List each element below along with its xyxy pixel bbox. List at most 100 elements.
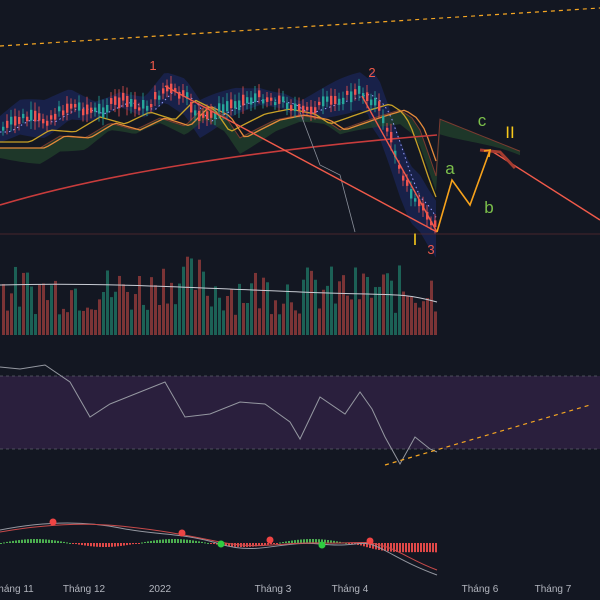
volume-bar xyxy=(334,303,337,335)
macd-histogram xyxy=(177,539,179,543)
macd-histogram xyxy=(366,543,368,548)
cloud-span-a xyxy=(0,106,521,177)
macd-histogram xyxy=(312,539,314,543)
macd-histogram xyxy=(168,539,170,543)
volume-bar xyxy=(146,309,149,335)
volume-bar xyxy=(282,303,285,335)
macd-histogram xyxy=(300,539,302,543)
candle xyxy=(122,92,125,101)
ma-200 xyxy=(0,134,438,206)
macd-histogram xyxy=(318,539,320,543)
candle xyxy=(254,93,257,103)
x-tick-label: 2022 xyxy=(149,584,172,595)
candle xyxy=(174,88,177,92)
macd-histogram xyxy=(336,541,338,543)
macd-histogram xyxy=(270,543,272,545)
macd-histogram xyxy=(120,543,122,546)
volume-bar xyxy=(314,279,317,335)
volume-bar xyxy=(70,290,73,335)
candle xyxy=(338,98,341,105)
macd-signal xyxy=(0,523,438,571)
macd-histogram xyxy=(195,540,197,543)
macd-histogram xyxy=(111,543,113,547)
volume-panel xyxy=(0,256,438,335)
macd-histogram xyxy=(408,543,410,553)
volume-bar xyxy=(10,293,13,335)
candle xyxy=(262,99,265,104)
macd-histogram xyxy=(402,543,404,553)
volume-bar xyxy=(194,289,197,335)
macd-histogram xyxy=(423,543,425,553)
volume-bar xyxy=(326,285,329,335)
candle xyxy=(346,90,349,95)
candle xyxy=(366,92,369,102)
macd-histogram xyxy=(213,543,215,545)
macd-histogram xyxy=(201,541,203,543)
price-panel xyxy=(0,7,600,258)
candle xyxy=(6,120,9,128)
volume-bar xyxy=(426,298,429,335)
macd-histogram xyxy=(276,543,278,544)
macd-histogram xyxy=(414,543,416,553)
wave-label-a: a xyxy=(445,159,455,178)
candle xyxy=(118,97,121,109)
volume-bar xyxy=(14,266,17,335)
volume-bar xyxy=(154,285,157,335)
volume-bar xyxy=(110,297,113,335)
volume-bar xyxy=(210,306,213,335)
volume-bar xyxy=(238,283,241,335)
trendline-2-3 xyxy=(361,95,438,233)
macd-histogram xyxy=(279,542,281,544)
candle xyxy=(194,110,197,116)
macd-histogram xyxy=(87,543,89,546)
macd-histogram xyxy=(339,541,341,543)
macd-histogram xyxy=(45,539,47,543)
candle xyxy=(226,101,229,112)
volume-bar xyxy=(142,304,145,335)
candle xyxy=(390,131,393,143)
candle xyxy=(242,94,245,106)
candle xyxy=(406,180,409,186)
volume-bar xyxy=(18,306,21,335)
rsi-panel xyxy=(0,364,600,466)
macd-histogram xyxy=(174,539,176,543)
macd-histogram xyxy=(81,543,83,546)
volume-bar xyxy=(250,283,253,335)
candle xyxy=(382,115,385,124)
macd-histogram xyxy=(12,540,14,543)
volume-bar xyxy=(434,311,437,335)
channel-line-top xyxy=(0,7,600,47)
macd-histogram xyxy=(42,539,44,543)
volume-bar xyxy=(58,314,61,335)
volume-bar xyxy=(338,281,341,335)
candle xyxy=(306,106,309,111)
macd-histogram xyxy=(393,543,395,552)
volume-bar xyxy=(318,308,321,335)
macd-histogram xyxy=(210,543,212,544)
macd-histogram xyxy=(282,542,284,544)
candle xyxy=(74,104,77,108)
volume-bar xyxy=(42,283,45,335)
candle xyxy=(42,118,45,124)
volume-bar xyxy=(54,280,57,335)
volume-bar xyxy=(358,299,361,335)
volume-bar xyxy=(22,272,25,335)
volume-bar xyxy=(174,304,177,335)
candle xyxy=(210,110,213,118)
candle xyxy=(318,101,321,106)
candle xyxy=(354,89,357,95)
candle xyxy=(350,91,353,103)
candle xyxy=(374,97,377,106)
volume-bar xyxy=(346,295,349,335)
candle xyxy=(286,102,289,110)
macd-histogram xyxy=(381,543,383,551)
macd-histogram xyxy=(69,542,71,544)
candle xyxy=(126,95,129,107)
macd-histogram xyxy=(291,540,293,543)
candle xyxy=(106,104,109,113)
macd-histogram xyxy=(102,543,104,547)
volume-bar xyxy=(62,308,65,335)
volume-bar xyxy=(138,275,141,335)
x-tick-label: Tháng 3 xyxy=(255,584,292,595)
volume-bar xyxy=(206,295,209,335)
